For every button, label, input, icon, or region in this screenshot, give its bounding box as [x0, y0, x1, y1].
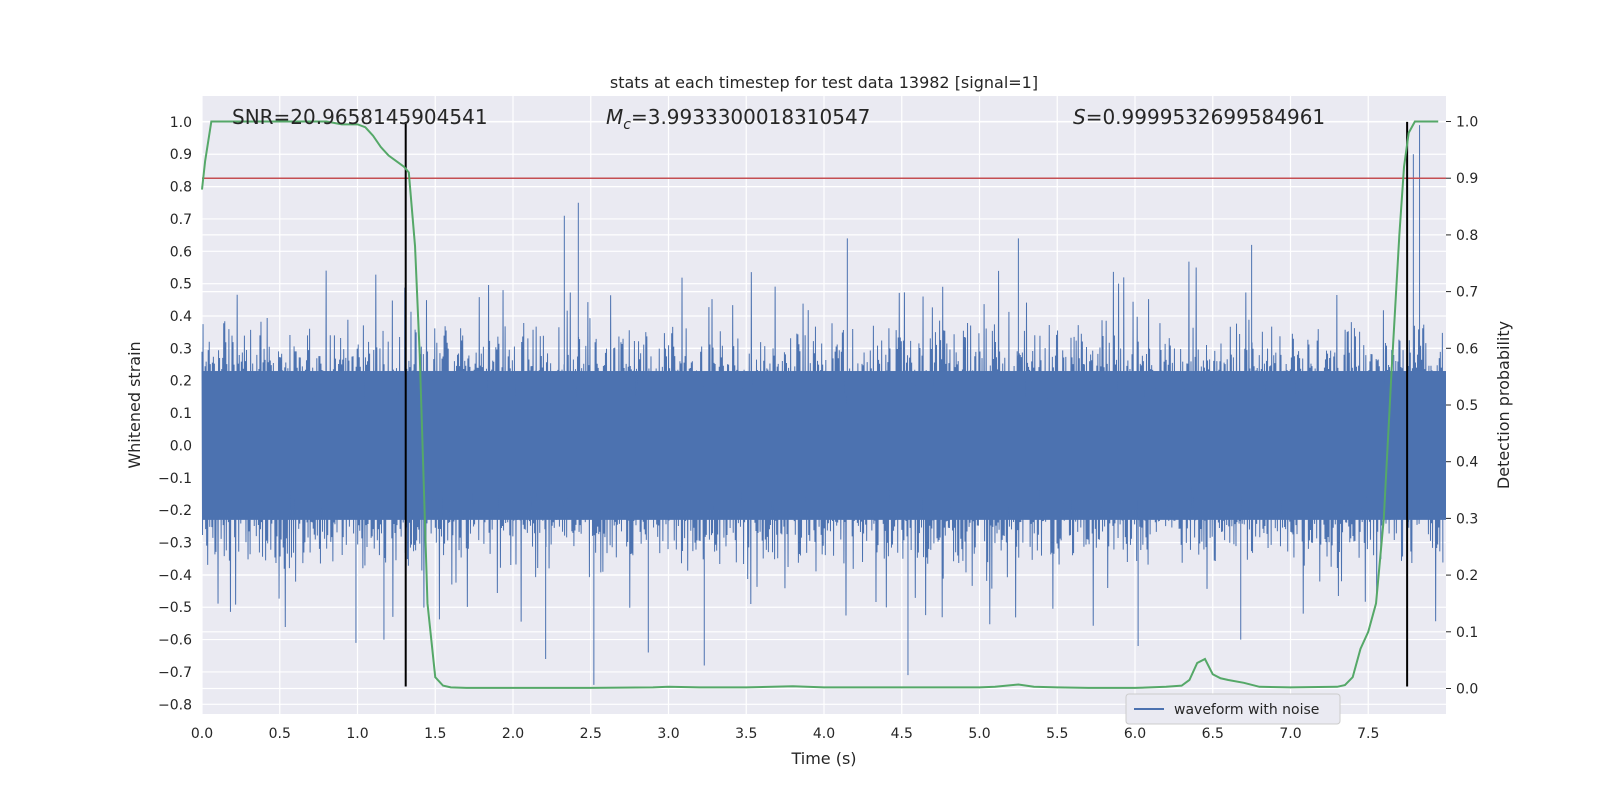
y2-tick-label: 0.5: [1456, 398, 1478, 414]
x-tick-label: 4.5: [891, 726, 913, 742]
y-tick-label: 0.7: [170, 212, 192, 228]
y-tick-label: −0.2: [158, 503, 192, 519]
y-tick-label: 0.6: [170, 244, 192, 260]
y-tick-label: −0.1: [158, 471, 192, 487]
chirp-mass-annotation: Mc=3.9933300018310547: [606, 105, 870, 133]
legend-label: waveform with noise: [1174, 702, 1319, 718]
y-tick-label: −0.6: [158, 633, 192, 649]
y-axis-label: Whitened strain: [125, 341, 144, 468]
x-tick-label: 4.0: [813, 726, 835, 742]
x-tick-label: 3.5: [735, 726, 757, 742]
y-tick-label: 0.8: [170, 180, 192, 196]
x-tick-label: 5.5: [1046, 726, 1068, 742]
axes: 0.0 0.5 1.0 1.5 2.0 2.5 3.0 3.5 4.0 4.5 5.0 5.5 6.0 6…: [158, 115, 1478, 742]
y-tick-label: 0.0: [170, 438, 192, 454]
x-tick-label: 0.5: [269, 726, 291, 742]
x-tick-label: 1.0: [346, 726, 368, 742]
y2-tick-label: 0.2: [1456, 568, 1478, 584]
x-axis-label: Time (s): [790, 749, 856, 768]
legend: waveform with noise: [1125, 693, 1341, 725]
x-tick-label: 1.5: [424, 726, 446, 742]
y2-tick-label: 0.1: [1456, 625, 1478, 641]
x-tick-label: 2.5: [580, 726, 602, 742]
x-tick-label: 7.5: [1357, 726, 1379, 742]
y-tick-label: −0.3: [158, 536, 192, 552]
detection-probability-line: [201, 120, 1439, 689]
waveform-with-noise-line: [201, 125, 1444, 685]
series-layer: [201, 125, 1446, 685]
y-tick-label: 0.3: [170, 341, 192, 357]
overlay-layer: [201, 120, 1446, 689]
y2-tick-label: 1.0: [1456, 115, 1478, 131]
x-tick-label: 0.0: [191, 726, 213, 742]
legend-box: [1125, 693, 1341, 725]
y2-tick-label: 0.9: [1456, 171, 1478, 187]
x-tick-label: 6.0: [1124, 726, 1146, 742]
y-tick-label: 0.5: [170, 277, 192, 293]
y-tick-label: 1.0: [170, 115, 192, 131]
x-tick-label: 6.5: [1202, 726, 1224, 742]
y2-tick-label: 0.7: [1456, 285, 1478, 301]
x-tick-label: 3.0: [657, 726, 679, 742]
x-tick-label: 2.0: [502, 726, 524, 742]
y2-axis-label: Detection probability: [1494, 321, 1513, 489]
y2-tick-label: 0.8: [1456, 228, 1478, 244]
y-tick-label: 0.9: [170, 147, 192, 163]
y2-tick-label: 0.3: [1456, 511, 1478, 527]
x-tick-label: 7.0: [1279, 726, 1301, 742]
y2-tick-label: 0.0: [1456, 681, 1478, 697]
score-annotation: S=0.9999532699584961: [1073, 105, 1325, 129]
y-tick-label: −0.4: [158, 568, 192, 584]
chart-title: stats at each timestep for test data 139…: [610, 73, 1038, 92]
y-tick-label: −0.5: [158, 600, 192, 616]
y2-tick-label: 0.4: [1456, 455, 1478, 471]
snr-annotation: SNR=20.9658145904541: [232, 105, 488, 129]
y-tick-label: 0.4: [170, 309, 192, 325]
y-tick-label: −0.7: [158, 665, 192, 681]
y2-tick-label: 0.6: [1456, 341, 1478, 357]
x-tick-label: 5.0: [968, 726, 990, 742]
y-tick-label: 0.1: [170, 406, 192, 422]
y-tick-label: −0.8: [158, 697, 192, 713]
y-tick-label: 0.2: [170, 374, 192, 390]
